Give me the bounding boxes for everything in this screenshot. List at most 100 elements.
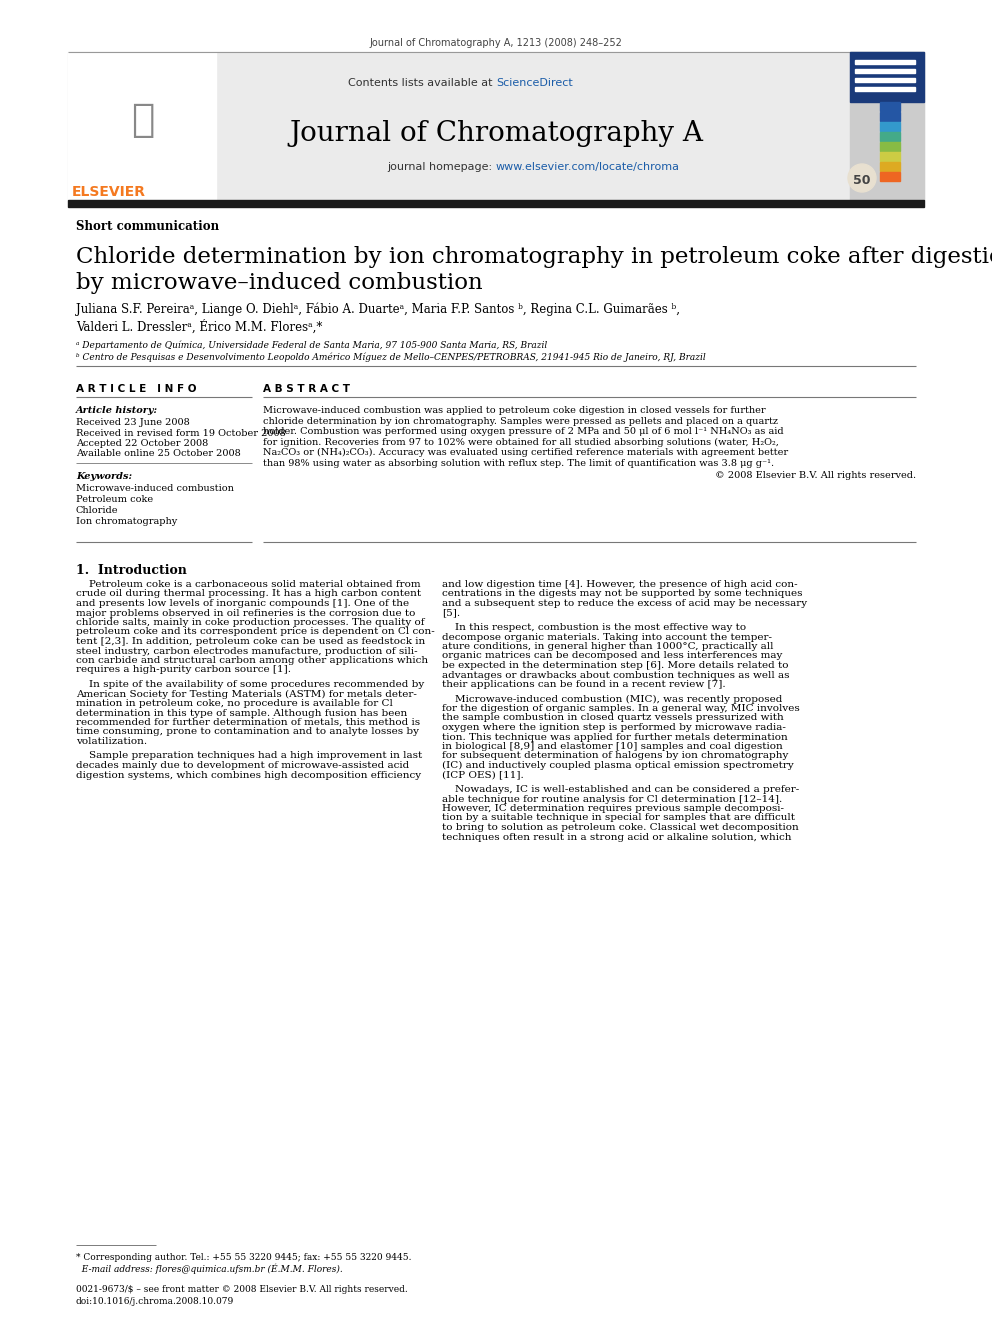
Text: requires a high-purity carbon source [1].: requires a high-purity carbon source [1]… xyxy=(76,665,291,675)
Bar xyxy=(855,69,915,73)
Text: for ignition. Recoveries from 97 to 102% were obtained for all studied absorbing: for ignition. Recoveries from 97 to 102%… xyxy=(263,438,779,447)
Text: American Society for Testing Materials (ASTM) for metals deter-: American Society for Testing Materials (… xyxy=(76,689,417,699)
Text: However, IC determination requires previous sample decomposi-: However, IC determination requires previ… xyxy=(442,804,784,814)
Text: Microwave-induced combustion was applied to petroleum coke digestion in closed v: Microwave-induced combustion was applied… xyxy=(263,406,766,415)
Text: In spite of the availability of some procedures recommended by: In spite of the availability of some pro… xyxy=(76,680,425,689)
Text: Microwave-induced combustion: Microwave-induced combustion xyxy=(76,484,234,493)
Text: ScienceDirect: ScienceDirect xyxy=(496,78,572,89)
Text: centrations in the digests may not be supported by some techniques: centrations in the digests may not be su… xyxy=(442,590,803,598)
Text: than 98% using water as absorbing solution with reflux step. The limit of quanti: than 98% using water as absorbing soluti… xyxy=(263,459,774,467)
Bar xyxy=(880,102,900,111)
Text: major problems observed in oil refineries is the corrosion due to: major problems observed in oil refinerie… xyxy=(76,609,416,618)
Bar xyxy=(855,87,915,91)
Bar xyxy=(880,132,900,142)
Text: Short communication: Short communication xyxy=(76,220,219,233)
Text: ᵇ Centro de Pesquisas e Desenvolvimento Leopoldo Américo Míguez de Mello–CENPES/: ᵇ Centro de Pesquisas e Desenvolvimento … xyxy=(76,353,705,363)
Text: 1.  Introduction: 1. Introduction xyxy=(76,564,186,577)
Text: con carbide and structural carbon among other applications which: con carbide and structural carbon among … xyxy=(76,656,429,665)
Text: to bring to solution as petroleum coke. Classical wet decomposition: to bring to solution as petroleum coke. … xyxy=(442,823,799,832)
Text: In this respect, combustion is the most effective way to: In this respect, combustion is the most … xyxy=(442,623,746,632)
Text: doi:10.1016/j.chroma.2008.10.079: doi:10.1016/j.chroma.2008.10.079 xyxy=(76,1297,234,1306)
Bar xyxy=(68,200,924,206)
Text: their applications can be found in a recent review [7].: their applications can be found in a rec… xyxy=(442,680,725,689)
Text: Chloride: Chloride xyxy=(76,505,118,515)
Text: petroleum coke and its correspondent price is dependent on Cl con-: petroleum coke and its correspondent pri… xyxy=(76,627,434,636)
Text: chloride salts, mainly in coke production processes. The quality of: chloride salts, mainly in coke productio… xyxy=(76,618,425,627)
Text: be expected in the determination step [6]. More details related to: be expected in the determination step [6… xyxy=(442,662,789,669)
Bar xyxy=(880,161,900,171)
Text: Microwave-induced combustion (MIC), was recently proposed: Microwave-induced combustion (MIC), was … xyxy=(442,695,783,704)
Bar xyxy=(68,52,216,200)
Text: 50: 50 xyxy=(853,175,871,187)
Text: Keywords:: Keywords: xyxy=(76,472,132,482)
Circle shape xyxy=(848,164,876,192)
Bar xyxy=(880,122,900,131)
Text: in biological [8,9] and elastomer [10] samples and coal digestion: in biological [8,9] and elastomer [10] s… xyxy=(442,742,783,751)
Text: chloride determination by ion chromatography. Samples were pressed as pellets an: chloride determination by ion chromatogr… xyxy=(263,417,778,426)
Bar xyxy=(880,112,900,120)
Text: tion. This technique was applied for further metals determination: tion. This technique was applied for fur… xyxy=(442,733,788,741)
Text: ELSEVIER: ELSEVIER xyxy=(72,185,146,198)
Text: for subsequent determination of halogens by ion chromatography: for subsequent determination of halogens… xyxy=(442,751,789,761)
Bar xyxy=(850,52,924,102)
Text: ature conditions, in general higher than 1000°C, practically all: ature conditions, in general higher than… xyxy=(442,642,774,651)
Text: Article history:: Article history: xyxy=(76,406,158,415)
Text: digestion systems, which combines high decomposition efficiency: digestion systems, which combines high d… xyxy=(76,770,422,779)
Text: recommended for further determination of metals, this method is: recommended for further determination of… xyxy=(76,718,421,728)
Bar xyxy=(855,60,915,64)
Text: holder. Combustion was performed using oxygen pressure of 2 MPa and 50 μl of 6 m: holder. Combustion was performed using o… xyxy=(263,427,784,437)
Bar xyxy=(880,172,900,181)
Text: Journal of Chromatography A: Journal of Chromatography A xyxy=(289,120,703,147)
Text: * Corresponding author. Tel.: +55 55 3220 9445; fax: +55 55 3220 9445.: * Corresponding author. Tel.: +55 55 322… xyxy=(76,1253,412,1262)
Text: E-mail address: flores@quimica.ufsm.br (É.M.M. Flores).: E-mail address: flores@quimica.ufsm.br (… xyxy=(76,1263,343,1274)
Text: and a subsequent step to reduce the excess of acid may be necessary: and a subsequent step to reduce the exce… xyxy=(442,599,807,609)
Text: oxygen where the ignition step is performed by microwave radia-: oxygen where the ignition step is perfor… xyxy=(442,722,786,732)
Text: ᵃ Departamento de Química, Universidade Federal de Santa Maria, 97 105-900 Santa: ᵃ Departamento de Química, Universidade … xyxy=(76,340,548,349)
Text: advantages or drawbacks about combustion techniques as well as: advantages or drawbacks about combustion… xyxy=(442,671,790,680)
Text: and presents low levels of inorganic compounds [1]. One of the: and presents low levels of inorganic com… xyxy=(76,599,409,609)
Text: Accepted 22 October 2008: Accepted 22 October 2008 xyxy=(76,439,208,448)
Text: 🌲: 🌲 xyxy=(131,101,155,139)
Text: Juliana S.F. Pereiraᵃ, Liange O. Diehlᵃ, Fábio A. Duarteᵃ, Maria F.P. Santos ᵇ, : Juliana S.F. Pereiraᵃ, Liange O. Diehlᵃ,… xyxy=(76,302,680,315)
Text: decompose organic materials. Taking into account the temper-: decompose organic materials. Taking into… xyxy=(442,632,772,642)
Text: organic matrices can be decomposed and less interferences may: organic matrices can be decomposed and l… xyxy=(442,651,783,660)
Text: Petroleum coke is a carbonaceous solid material obtained from: Petroleum coke is a carbonaceous solid m… xyxy=(76,579,421,589)
Text: volatilization.: volatilization. xyxy=(76,737,147,746)
Text: Available online 25 October 2008: Available online 25 October 2008 xyxy=(76,450,241,459)
Text: the sample combustion in closed quartz vessels pressurized with: the sample combustion in closed quartz v… xyxy=(442,713,784,722)
Text: (IC) and inductively coupled plasma optical emission spectrometry: (IC) and inductively coupled plasma opti… xyxy=(442,761,794,770)
Text: A R T I C L E   I N F O: A R T I C L E I N F O xyxy=(76,384,196,394)
Text: for the digestion of organic samples. In a general way, MIC involves: for the digestion of organic samples. In… xyxy=(442,704,800,713)
Text: techniques often result in a strong acid or alkaline solution, which: techniques often result in a strong acid… xyxy=(442,832,792,841)
Text: [5].: [5]. xyxy=(442,609,460,618)
Text: by microwave–induced combustion: by microwave–induced combustion xyxy=(76,273,483,294)
Text: and low digestion time [4]. However, the presence of high acid con-: and low digestion time [4]. However, the… xyxy=(442,579,798,589)
Bar xyxy=(855,78,915,82)
Text: Journal of Chromatography A, 1213 (2008) 248–252: Journal of Chromatography A, 1213 (2008)… xyxy=(370,38,622,48)
Text: Sample preparation techniques had a high improvement in last: Sample preparation techniques had a high… xyxy=(76,751,423,761)
Text: mination in petroleum coke, no procedure is available for Cl: mination in petroleum coke, no procedure… xyxy=(76,699,393,708)
Text: Received 23 June 2008: Received 23 June 2008 xyxy=(76,418,189,427)
Text: able technique for routine analysis for Cl determination [12–14].: able technique for routine analysis for … xyxy=(442,795,783,803)
Text: determination in this type of sample. Although fusion has been: determination in this type of sample. Al… xyxy=(76,709,408,717)
Text: Ion chromatography: Ion chromatography xyxy=(76,517,178,527)
Text: Contents lists available at: Contents lists available at xyxy=(348,78,496,89)
Text: journal homepage:: journal homepage: xyxy=(387,161,496,172)
Text: Nowadays, IC is well-established and can be considered a prefer-: Nowadays, IC is well-established and can… xyxy=(442,785,800,794)
Text: crude oil during thermal processing. It has a high carbon content: crude oil during thermal processing. It … xyxy=(76,590,422,598)
Text: Valderi L. Dresslerᵃ, Érico M.M. Floresᵃ,*: Valderi L. Dresslerᵃ, Érico M.M. Floresᵃ… xyxy=(76,320,322,335)
Text: (ICP OES) [11].: (ICP OES) [11]. xyxy=(442,770,524,779)
Bar xyxy=(880,142,900,151)
Text: 0021-9673/$ – see front matter © 2008 Elsevier B.V. All rights reserved.: 0021-9673/$ – see front matter © 2008 El… xyxy=(76,1285,408,1294)
Text: decades mainly due to development of microwave-assisted acid: decades mainly due to development of mic… xyxy=(76,761,410,770)
Text: A B S T R A C T: A B S T R A C T xyxy=(263,384,350,394)
Bar xyxy=(850,52,924,200)
Text: steel industry, carbon electrodes manufacture, production of sili-: steel industry, carbon electrodes manufa… xyxy=(76,647,418,655)
Text: Received in revised form 19 October 2008: Received in revised form 19 October 2008 xyxy=(76,429,286,438)
Text: Chloride determination by ion chromatography in petroleum coke after digestion: Chloride determination by ion chromatogr… xyxy=(76,246,992,269)
Bar xyxy=(68,52,924,200)
Bar xyxy=(880,152,900,161)
Text: Na₂CO₃ or (NH₄)₂CO₃). Accuracy was evaluated using certified reference materials: Na₂CO₃ or (NH₄)₂CO₃). Accuracy was evalu… xyxy=(263,448,788,458)
Text: time consuming, prone to contamination and to analyte losses by: time consuming, prone to contamination a… xyxy=(76,728,419,737)
Text: www.elsevier.com/locate/chroma: www.elsevier.com/locate/chroma xyxy=(496,161,680,172)
